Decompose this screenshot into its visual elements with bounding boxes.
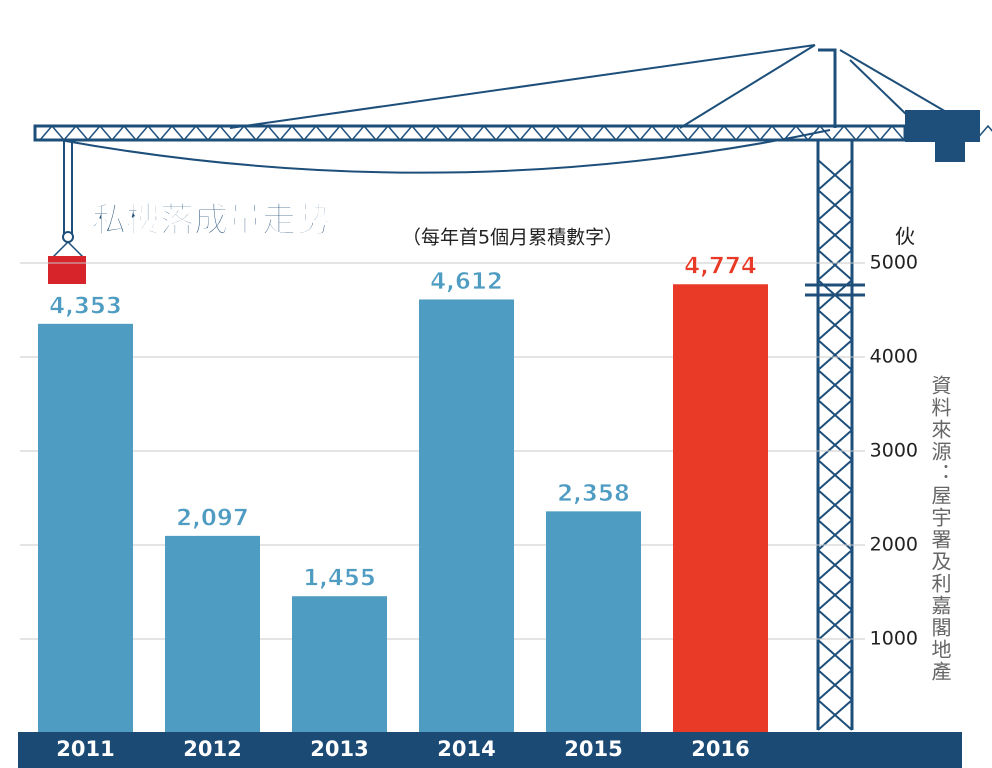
crane: [33, 44, 992, 731]
bar: [546, 511, 641, 733]
value-label: 2,358: [557, 481, 630, 507]
axis-band: [18, 732, 962, 768]
y-tick-label: 4000: [870, 346, 918, 368]
value-label: 1,455: [303, 566, 376, 592]
x-tick-label: 2011: [56, 737, 114, 761]
value-label: 2,097: [176, 505, 249, 531]
x-tick-label: 2016: [691, 737, 749, 761]
value-label: 4,774: [684, 254, 757, 280]
bar: [292, 596, 387, 733]
value-label: 4,353: [49, 293, 122, 319]
x-tick-label: 2014: [437, 737, 495, 761]
y-tick-label: 2000: [870, 534, 918, 556]
y-tick-label: 5000: [870, 252, 918, 274]
x-tick-label: 2015: [564, 737, 622, 761]
bar: [38, 323, 133, 733]
y-tick-label: 1000: [870, 628, 918, 650]
value-label: 4,612: [430, 269, 503, 295]
x-tick-label: 2012: [183, 737, 241, 761]
bar: [165, 535, 260, 733]
bar: [673, 284, 768, 733]
y-axis-label: 伙: [895, 225, 915, 249]
bar: [419, 299, 514, 733]
x-tick-label: 2013: [310, 737, 368, 761]
y-tick-label: 3000: [870, 440, 918, 462]
chart-title: 私樓落成量走勢: [92, 201, 330, 241]
source-note: 資料來源：屋宇署及利嘉閣地產: [928, 375, 952, 683]
chart-subtitle: （每年首5個月累積數字）: [402, 227, 623, 249]
